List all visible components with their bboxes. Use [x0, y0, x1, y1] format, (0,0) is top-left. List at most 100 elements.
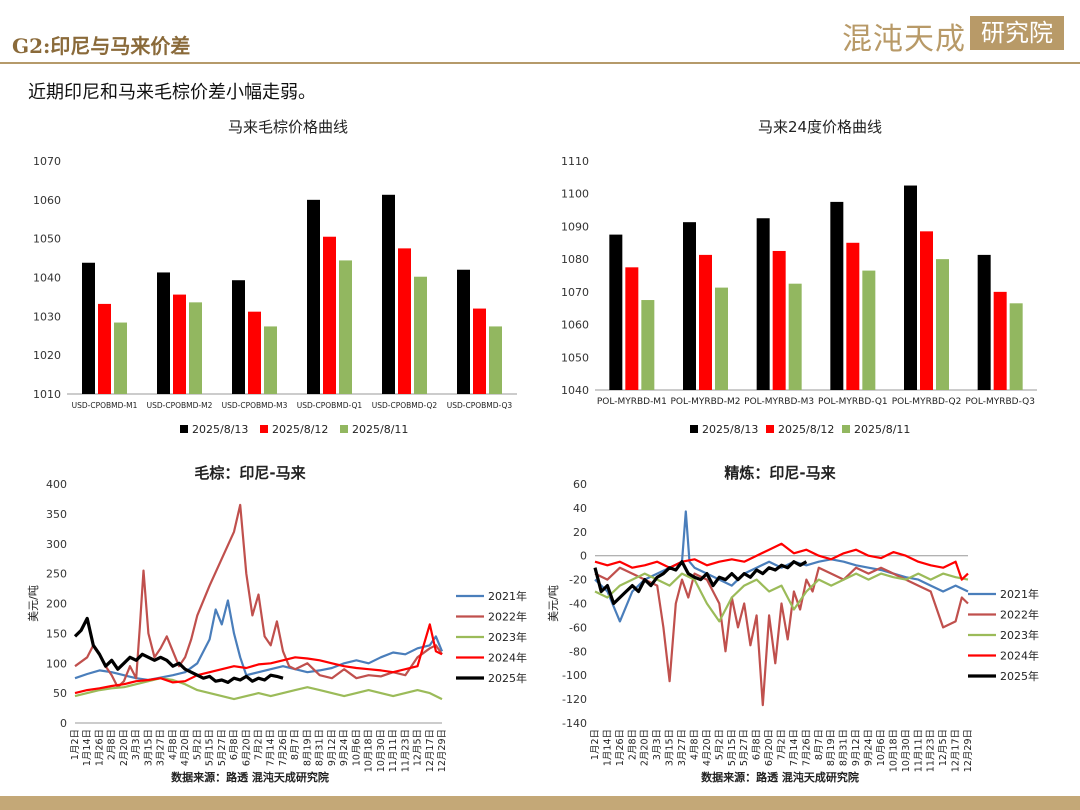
- legend-label: 2021年: [488, 589, 527, 603]
- legend-label: 2021年: [1000, 587, 1039, 601]
- legend-label: 2025/8/11: [352, 423, 408, 436]
- series-line: [594, 542, 969, 581]
- bar: [339, 260, 352, 394]
- y-tick-label: 0: [60, 717, 67, 730]
- y-tick-label: 250: [46, 568, 67, 581]
- bar: [264, 326, 277, 394]
- y-tick-label: -120: [562, 693, 587, 706]
- x-tick-label: 12月29日: [437, 729, 448, 772]
- x-tick-label: 11月11日: [388, 729, 399, 772]
- y-tick-label: 100: [46, 657, 67, 670]
- x-tick-label: 12月17日: [425, 729, 436, 772]
- x-tick-label: POL-MYRBD-M1: [597, 397, 667, 407]
- x-tick-label: 10月6日: [876, 729, 887, 766]
- bar: [609, 234, 623, 390]
- bar: [114, 322, 127, 394]
- bar: [641, 300, 655, 390]
- bar: [862, 270, 876, 390]
- chart-olein-spread-line: 精炼：印尼-马来 -140 -120 -100 -80 -60 -40 -20 0 20 40 60 美…: [547, 464, 1039, 784]
- series-line: [594, 566, 969, 707]
- bar: [98, 303, 111, 394]
- x-tick-label: 5月2日: [714, 729, 725, 760]
- x-tick-label: 6月20日: [764, 729, 775, 766]
- x-tick-label: 8月19日: [826, 729, 837, 766]
- x-tick-label: 7月2日: [777, 729, 788, 760]
- x-tick-label: 8月7日: [290, 729, 301, 760]
- x-tick-label: 3月3日: [131, 729, 142, 760]
- series-line: [594, 572, 969, 623]
- y-tick-label: 1070: [33, 155, 61, 168]
- y-tick-label: -80: [569, 645, 587, 658]
- x-tick-label: USD-CPOBMD-Q1: [297, 401, 363, 410]
- chart-title: 马来24度价格曲线: [758, 118, 882, 136]
- legend-label: 2025年: [488, 671, 527, 685]
- bar: [699, 254, 712, 390]
- x-tick-label: 5月27日: [739, 729, 750, 766]
- series-line: [74, 677, 443, 701]
- y-tick-label: 1100: [561, 188, 589, 201]
- x-tick-label: 7月26日: [278, 729, 289, 766]
- y-tick-label: 20: [573, 526, 587, 539]
- x-tick-label: 7月14日: [266, 729, 277, 766]
- header-divider: [0, 62, 1080, 64]
- y-tick-label: 40: [573, 502, 587, 515]
- legend-label: 2025/8/11: [854, 423, 910, 436]
- y-tick-label: 150: [46, 627, 67, 640]
- x-tick-label: 1月14日: [82, 729, 93, 766]
- series-line: [593, 560, 808, 606]
- y-tick-label: -60: [569, 621, 587, 634]
- x-tick-label: 2月20日: [119, 729, 130, 766]
- chart-cpo-bar: 马来毛棕价格曲线 1010 1020 1030 1040 1050 1060 1070 USD-…: [33, 118, 517, 436]
- x-tick-label: 11月11日: [913, 729, 924, 772]
- series-line: [74, 623, 443, 695]
- legend-swatch: [766, 425, 774, 433]
- bar: [683, 222, 696, 390]
- legend-label: 2024年: [488, 651, 527, 665]
- chart-cpo-spread-line: 毛棕：印尼-马来 0 50 100 150 200 250 300 350 400 美元/吨 1月2日…: [27, 464, 527, 784]
- bar: [189, 302, 202, 394]
- bar: [248, 311, 261, 394]
- series-line: [74, 503, 443, 689]
- chart-title: 毛棕：印尼-马来: [194, 464, 306, 482]
- bar: [936, 259, 949, 390]
- x-tick-label: 2月8日: [627, 729, 638, 760]
- bar: [625, 267, 639, 390]
- x-tick-label: 12月17日: [951, 729, 962, 772]
- bar: [307, 199, 320, 394]
- x-tick-label: 1月14日: [602, 729, 613, 766]
- y-tick-label: -100: [562, 669, 587, 682]
- header: G2:印尼与马来价差 混沌天成 研究院: [0, 0, 1080, 64]
- legend-label: 2024年: [1000, 649, 1039, 663]
- x-tick-label: 3月15日: [665, 729, 676, 766]
- logo-box: 研究院: [970, 16, 1064, 50]
- footer-bar: [0, 796, 1080, 810]
- y-axis-label: 美元/吨: [547, 585, 560, 622]
- y-tick-label: 1010: [33, 388, 61, 401]
- bar: [157, 272, 170, 394]
- x-tick-label: USD-CPOBMD-M1: [72, 401, 138, 410]
- legend-label: 2022年: [1000, 608, 1039, 622]
- x-tick-label: 10月18日: [364, 729, 375, 772]
- chart-title: 精炼：印尼-马来: [724, 464, 836, 482]
- x-tick-label: 12月5日: [413, 729, 424, 766]
- y-tick-label: 50: [53, 687, 67, 700]
- bar: [232, 280, 245, 394]
- x-tick-label: 9月12日: [851, 729, 862, 766]
- x-tick-label: 3月15日: [143, 729, 154, 766]
- x-tick-label: USD-CPOBMD-Q2: [372, 401, 438, 410]
- x-tick-label: POL-MYRBD-M3: [744, 397, 814, 407]
- x-tick-label: USD-CPOBMD-M2: [147, 401, 213, 410]
- y-tick-label: 1040: [33, 272, 61, 285]
- bar: [323, 236, 336, 394]
- legend-swatch: [690, 425, 698, 433]
- x-tick-label: 3月27日: [156, 729, 167, 766]
- legend-label: 2025/8/13: [702, 423, 758, 436]
- y-tick-label: 60: [573, 478, 587, 491]
- x-tick-label: 1月2日: [590, 729, 601, 760]
- bar: [715, 287, 728, 390]
- logo: 混沌天成 研究院: [842, 10, 1067, 57]
- x-tick-label: 2月20日: [640, 729, 651, 766]
- series-line: [73, 616, 284, 684]
- x-tick-label: 8月7日: [814, 729, 825, 760]
- x-tick-label: 4月20日: [702, 729, 713, 766]
